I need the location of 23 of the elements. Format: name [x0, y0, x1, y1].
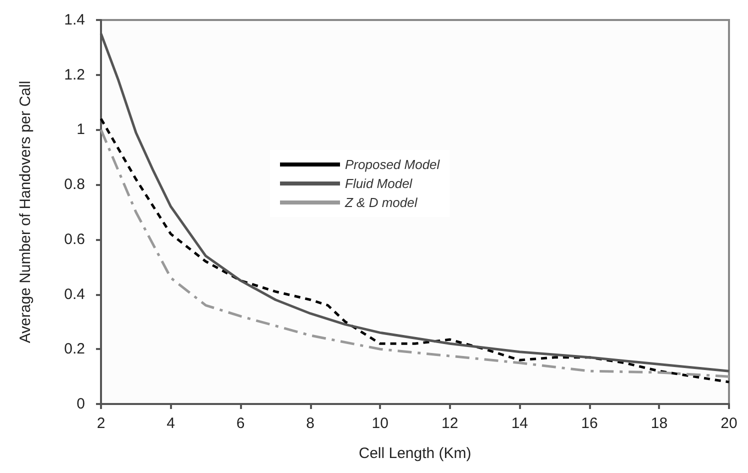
y-tick-label: 1.2 [64, 66, 85, 84]
y-tick-label: 0.6 [64, 230, 85, 248]
x-tick-label: 16 [581, 415, 598, 432]
x-tick-label: 20 [720, 415, 738, 432]
x-tick-label: 10 [372, 415, 388, 432]
x-tick-label: 18 [650, 415, 668, 432]
y-tick-label: 1.4 [64, 12, 85, 28]
x-tick-label: 14 [511, 415, 528, 432]
legend-label: Proposed Model [345, 157, 441, 172]
x-tick-label: 12 [442, 415, 458, 432]
x-tick-label: 2 [96, 415, 106, 432]
y-tick-label: 0.4 [64, 286, 85, 303]
legend-label: Z & D model [344, 195, 418, 210]
y-tick-label: 0.8 [64, 176, 85, 194]
y-tick-label: 0.2 [64, 340, 85, 358]
y-axis-title: Average Number of Handovers per Call [17, 80, 34, 344]
legend-label: Fluid Model [345, 176, 414, 191]
x-tick-label: 6 [236, 415, 245, 432]
x-tick-label: 4 [166, 415, 175, 432]
x-axis-title: Cell Length (Km) [358, 445, 472, 462]
y-tick-label: 0 [76, 396, 85, 412]
x-tick-label: 8 [306, 415, 315, 432]
y-tick-label: 1 [76, 121, 85, 138]
